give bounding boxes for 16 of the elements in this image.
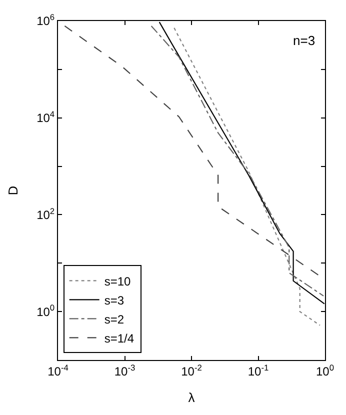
legend-label: s=2 xyxy=(104,312,124,326)
y-axis-title: D xyxy=(6,186,21,196)
annotation: n=3 xyxy=(293,33,316,48)
y-tick-label: 10$^{0}$ xyxy=(36,302,55,319)
x-tick-label: 10$^{-3}$ xyxy=(114,362,136,378)
x-tick-label: 10$^{-1}$ xyxy=(248,362,269,378)
legend-label: s=10 xyxy=(104,274,132,288)
legend-label: s=3 xyxy=(104,293,124,308)
x-tick-label: 10$^{-4}$ xyxy=(48,362,69,378)
y-tick-label: 10$^{2}$ xyxy=(36,206,55,222)
x-axis-title: λ xyxy=(188,390,196,405)
y-tick-label: 10$^{4}$ xyxy=(36,109,55,126)
legend-label: s=1/4 xyxy=(104,331,134,346)
y-tick-label: 10$^{6}$ xyxy=(36,12,55,28)
x-tick-label: 10$^{-2}$ xyxy=(181,362,202,378)
x-tick-label: 10$^{0}$ xyxy=(316,362,334,378)
